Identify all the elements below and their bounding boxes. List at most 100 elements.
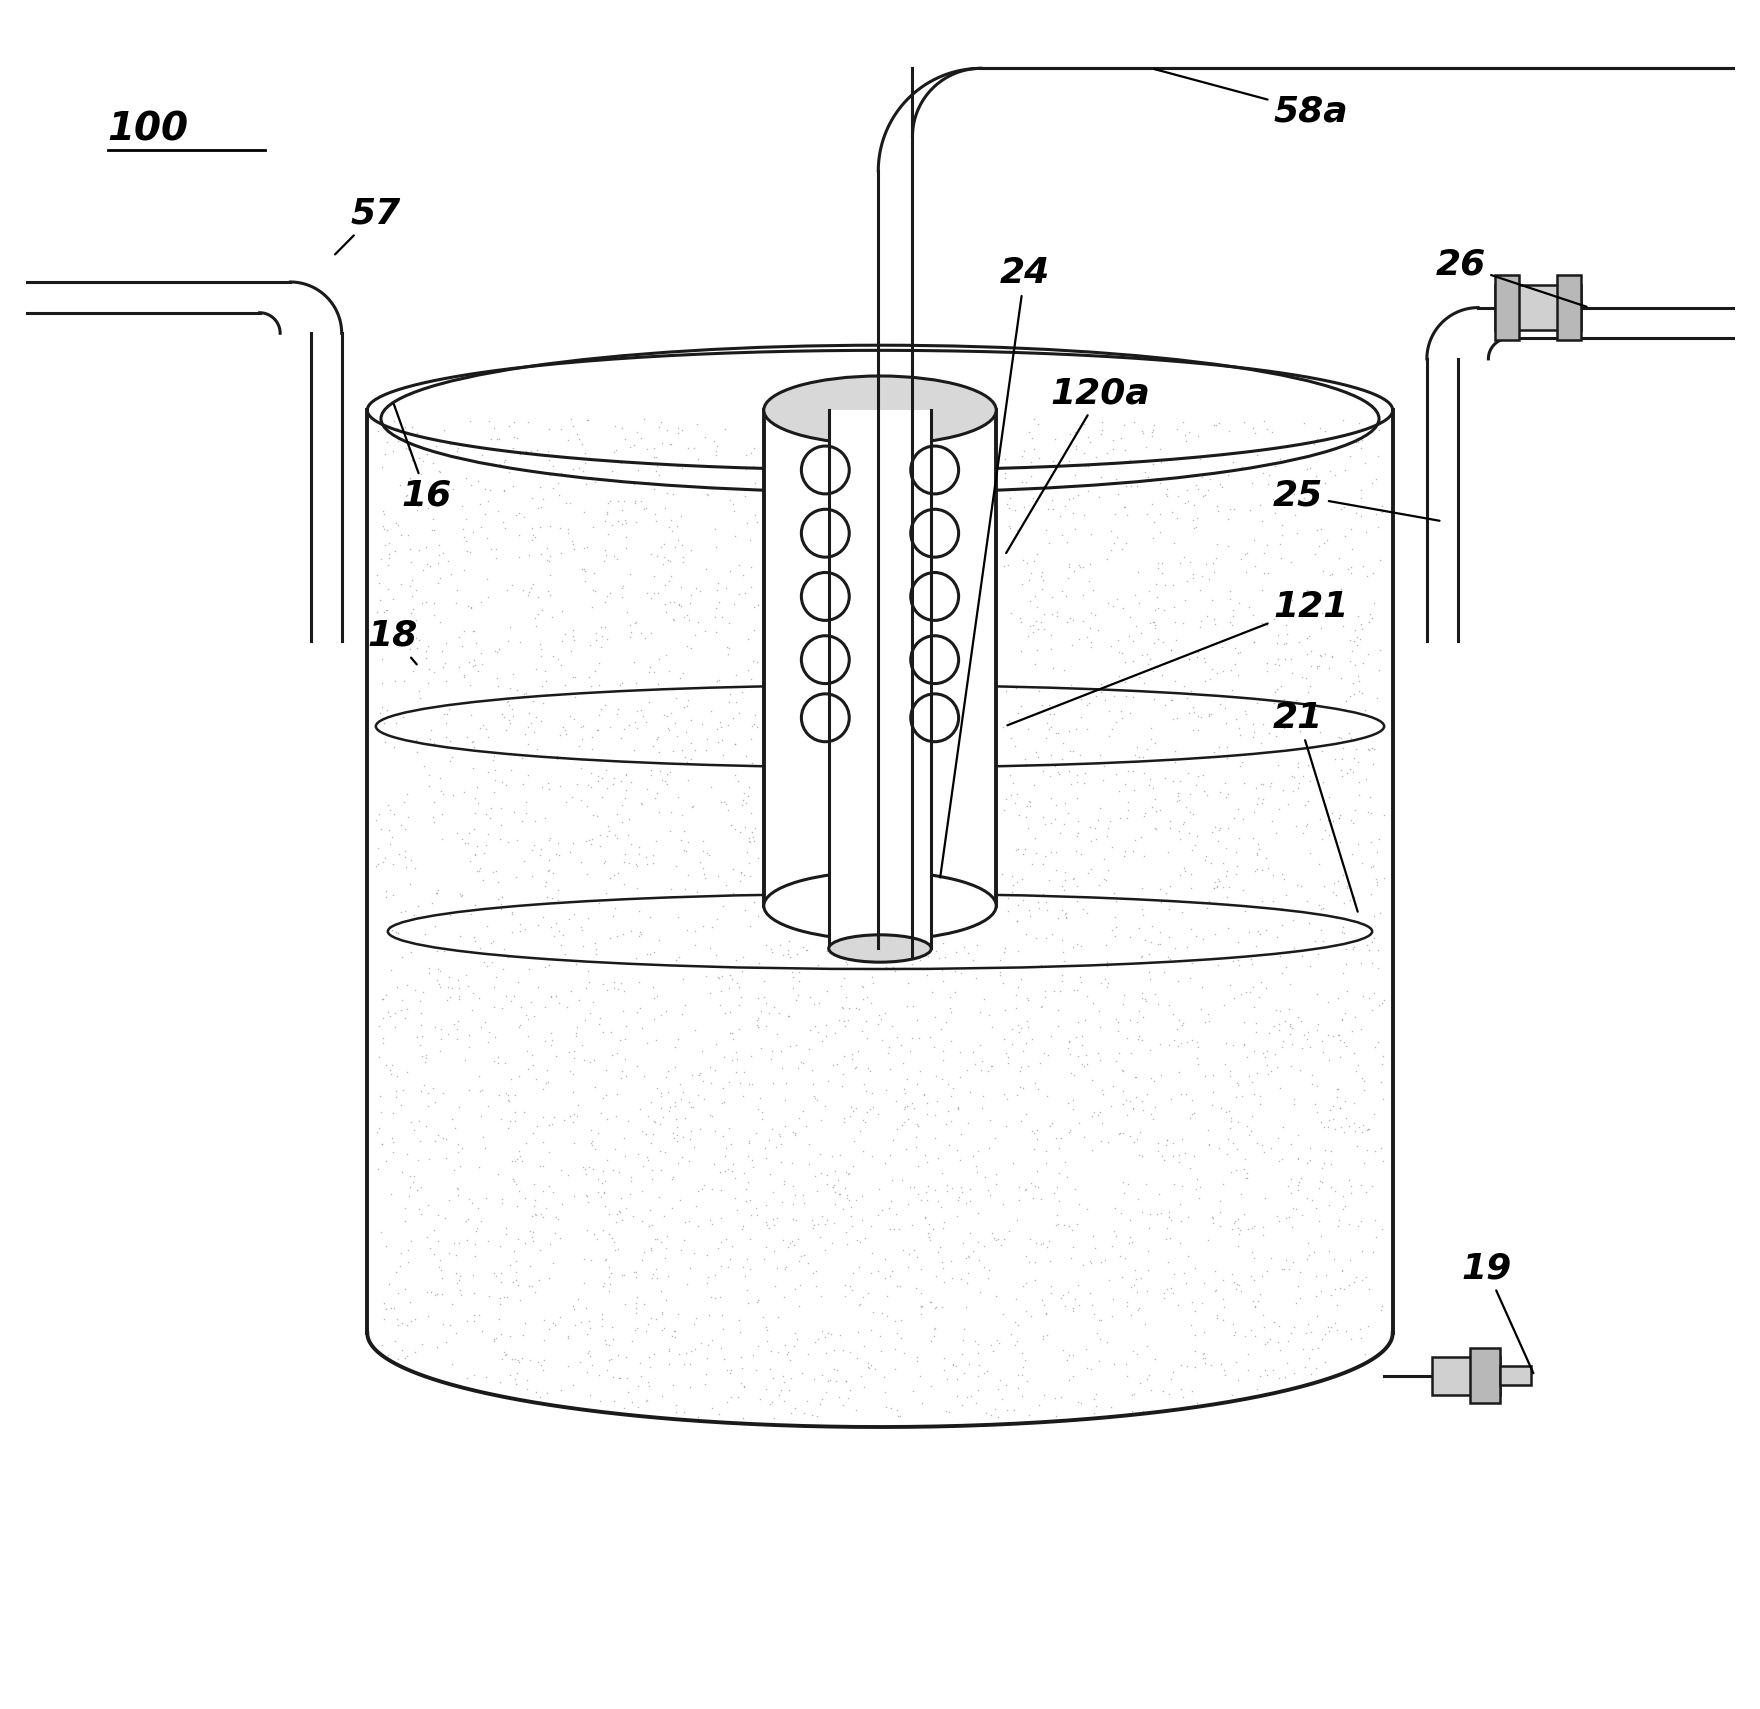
Point <box>884 1396 912 1424</box>
Point <box>391 1005 419 1032</box>
Point <box>1139 656 1167 684</box>
Point <box>672 1338 700 1365</box>
Point <box>1227 1082 1255 1109</box>
Point <box>760 1273 788 1301</box>
Point <box>746 1384 774 1412</box>
Point <box>570 1270 598 1297</box>
Point <box>428 825 456 853</box>
Point <box>519 1171 547 1198</box>
Point <box>1107 1200 1135 1227</box>
Point <box>1362 685 1390 713</box>
Point <box>491 514 519 542</box>
Point <box>1195 1007 1223 1034</box>
Point <box>1223 1232 1251 1260</box>
Point <box>829 1391 857 1418</box>
Point <box>889 1166 917 1193</box>
Point <box>1262 996 1290 1024</box>
Point <box>1033 709 1061 737</box>
Point <box>1308 1167 1336 1195</box>
Point <box>706 1283 734 1311</box>
Point <box>1148 1142 1176 1169</box>
Point <box>509 743 537 771</box>
Point <box>868 1027 896 1054</box>
Point <box>1156 1224 1184 1251</box>
Point <box>692 617 720 644</box>
Point <box>892 1136 920 1164</box>
Point <box>1195 665 1223 692</box>
Point <box>535 1265 563 1292</box>
Point <box>667 502 695 530</box>
Point <box>498 661 526 689</box>
Point <box>787 1242 815 1270</box>
Point <box>1162 668 1190 696</box>
Point <box>1137 928 1165 955</box>
Point <box>1096 537 1125 564</box>
Point <box>1005 1073 1033 1101</box>
Point <box>709 1316 737 1343</box>
Point <box>1074 899 1102 926</box>
Point <box>646 738 674 766</box>
Point <box>1269 776 1297 803</box>
Point <box>401 976 429 1003</box>
Point <box>1338 535 1366 562</box>
Point <box>637 757 665 784</box>
Point <box>1037 636 1065 663</box>
Point <box>1368 1292 1396 1319</box>
Point <box>709 892 737 919</box>
Point <box>718 1046 746 1073</box>
Point <box>1183 1166 1211 1193</box>
Point <box>1241 1294 1269 1321</box>
Point <box>1283 1003 1311 1031</box>
Point <box>1005 605 1033 632</box>
Point <box>848 972 876 1000</box>
Point <box>507 918 535 945</box>
Point <box>424 549 452 576</box>
Point <box>1250 1222 1278 1249</box>
Point <box>526 631 554 658</box>
Point <box>1230 1031 1258 1058</box>
Point <box>813 1160 841 1188</box>
Point <box>597 1260 625 1287</box>
Point <box>1060 865 1088 892</box>
Point <box>649 701 678 728</box>
Point <box>1056 1213 1084 1241</box>
Point <box>519 1193 547 1220</box>
Point <box>1058 1217 1086 1244</box>
Point <box>1304 653 1332 680</box>
Point <box>1209 1294 1237 1321</box>
Point <box>1130 458 1158 485</box>
Point <box>1155 943 1183 971</box>
Point <box>1054 448 1082 475</box>
Point <box>702 619 730 646</box>
Point <box>1308 1027 1336 1054</box>
Point <box>840 931 868 959</box>
Point <box>1236 1121 1264 1148</box>
Point <box>1304 940 1332 967</box>
Point <box>1081 1097 1109 1125</box>
Point <box>732 441 760 468</box>
Point <box>1086 742 1114 769</box>
Point <box>1051 656 1079 684</box>
Point <box>1315 1313 1343 1340</box>
Point <box>539 1025 567 1053</box>
Point <box>415 1145 444 1172</box>
Point <box>759 1388 787 1415</box>
Point <box>375 817 403 844</box>
Point <box>407 460 435 487</box>
Point <box>1364 443 1392 470</box>
Point <box>1221 1208 1250 1236</box>
Point <box>820 1020 848 1048</box>
Point <box>1125 1022 1153 1049</box>
Point <box>1060 737 1088 764</box>
Point <box>486 812 514 839</box>
Point <box>1067 685 1095 713</box>
Point <box>773 1253 801 1280</box>
Point <box>1063 432 1091 460</box>
Point <box>1288 1336 1316 1364</box>
Point <box>1267 959 1295 986</box>
Point <box>1262 649 1290 677</box>
Point <box>611 1290 639 1318</box>
Point <box>1206 815 1234 843</box>
Point <box>1184 422 1213 449</box>
Point <box>794 1340 822 1367</box>
